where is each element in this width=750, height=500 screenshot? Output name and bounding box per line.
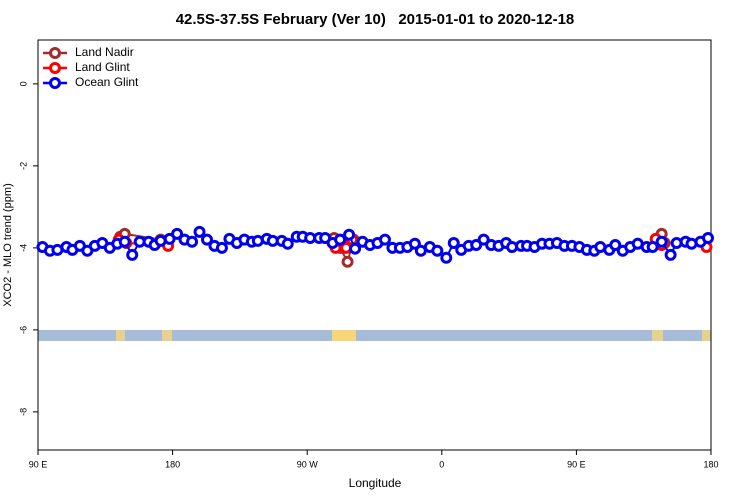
y-tick-label: 0 (18, 81, 28, 86)
point (609, 239, 622, 251)
point (378, 233, 391, 246)
point (281, 237, 294, 250)
x-tick-label: 90 W (297, 459, 319, 469)
x-tick-label: 180 (703, 459, 718, 469)
surface-strip (38, 330, 711, 341)
ocean-strip (38, 330, 711, 341)
point (447, 236, 460, 249)
x-tick-label: 90 E (567, 459, 586, 469)
point (334, 233, 347, 246)
point (646, 241, 659, 254)
y-tick-label: -2 (18, 162, 28, 170)
point (470, 239, 483, 251)
land-patch (702, 330, 711, 341)
legend-label: Land Glint (75, 60, 130, 74)
y-axis-label: XCO2 - MLO trend (ppm) (2, 183, 14, 306)
x-tick-label: 0 (439, 459, 444, 469)
chart-title: 42.5S-37.5S February (Ver 10) 2015-01-01… (176, 11, 575, 28)
point (126, 248, 139, 261)
legend-marker (49, 47, 61, 59)
point (702, 232, 715, 245)
legend-label: Ocean Glint (75, 75, 139, 89)
point (408, 237, 421, 250)
point (171, 227, 184, 240)
point (664, 248, 677, 261)
x-tick-label: 90 E (29, 459, 48, 469)
point (193, 225, 206, 238)
land-patch (652, 330, 663, 341)
point (341, 255, 354, 268)
x-tick-label: 180 (165, 459, 180, 469)
legend-label: Land Nadir (75, 45, 134, 59)
point (186, 235, 199, 248)
y-tick-label: -8 (18, 408, 28, 416)
land-patch (332, 330, 356, 341)
point (477, 233, 490, 246)
point (343, 228, 356, 241)
point (431, 244, 444, 257)
legend-marker (49, 77, 61, 89)
point (215, 241, 228, 254)
point (349, 242, 362, 255)
point (655, 235, 668, 248)
x-axis-label: Longitude (349, 476, 402, 490)
land-patch (116, 330, 125, 341)
legend-marker (49, 62, 61, 74)
land-patch (162, 330, 172, 341)
y-tick-label: -6 (18, 326, 28, 334)
point (200, 233, 213, 246)
y-tick-label: -4 (18, 244, 28, 252)
point (440, 251, 453, 264)
point (118, 235, 131, 248)
